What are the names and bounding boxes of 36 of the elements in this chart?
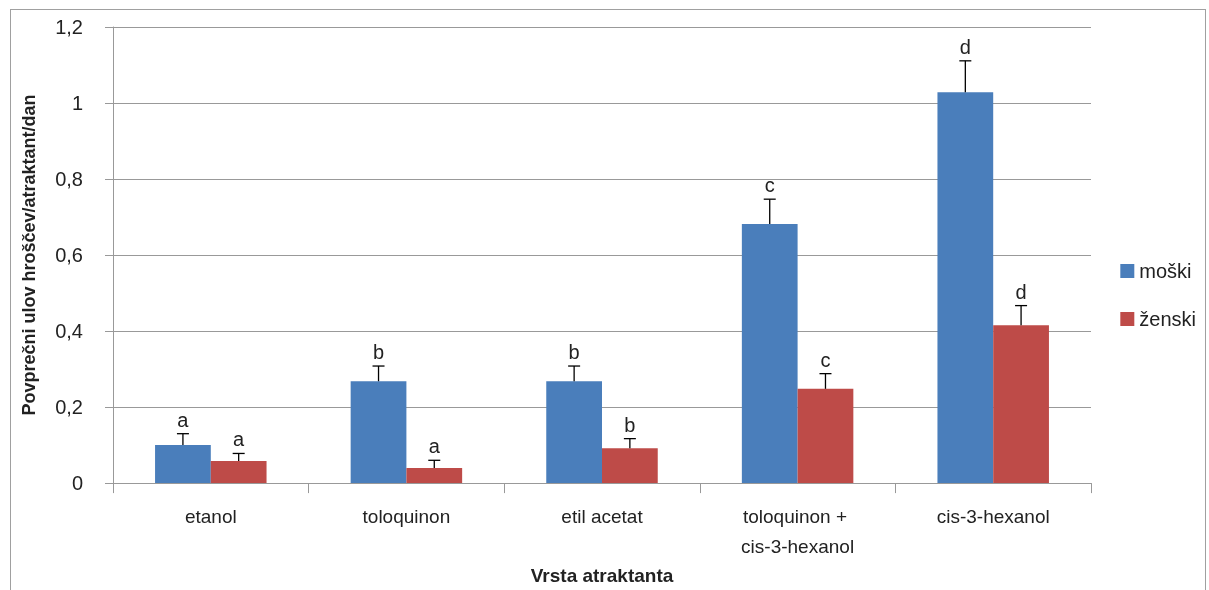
- bar: [406, 467, 463, 484]
- annotation: d: [1015, 280, 1027, 303]
- bar: [210, 461, 267, 484]
- y-axis-title: Povprečni ulov hroščev/atraktant/dan: [19, 94, 39, 416]
- y-tick-label: 0,2: [55, 396, 83, 419]
- x-tick-label: cis-3-hexanol: [936, 505, 1050, 527]
- annotation: b: [568, 341, 580, 364]
- bar: [741, 223, 798, 484]
- annotation: d: [959, 35, 971, 58]
- annotation: b: [624, 413, 636, 436]
- y-tick-label: 0: [71, 472, 83, 495]
- legend-label: ženski: [1139, 308, 1197, 330]
- y-tick-label: 1,2: [55, 16, 83, 38]
- annotation: a: [233, 428, 246, 451]
- bar: [937, 92, 994, 484]
- bar: [350, 381, 407, 484]
- x-tick-label: toloquinon: [362, 505, 451, 527]
- annotation: a: [428, 435, 441, 458]
- y-tick-label: 0,8: [55, 168, 83, 191]
- bar: [993, 325, 1049, 484]
- y-tick-label: 1: [71, 92, 83, 115]
- bar: [602, 448, 658, 484]
- bar: [546, 381, 602, 484]
- x-tick-label: etanol: [184, 505, 237, 527]
- annotation: b: [372, 341, 385, 364]
- bar: [155, 445, 211, 484]
- annotation: c: [820, 348, 831, 371]
- x-axis-title: Vrsta atraktanta: [530, 565, 674, 586]
- legend-label: moški: [1139, 260, 1192, 282]
- annotation: a: [177, 408, 190, 431]
- annotation: c: [764, 174, 775, 197]
- x-tick-label: toloquinon + cis-3-hexanol: [741, 505, 855, 557]
- y-tick-label: 0,6: [55, 244, 83, 267]
- bar: [797, 388, 854, 484]
- y-tick-label: 0,4: [55, 320, 83, 343]
- x-tick-label: etil acetat: [561, 505, 644, 527]
